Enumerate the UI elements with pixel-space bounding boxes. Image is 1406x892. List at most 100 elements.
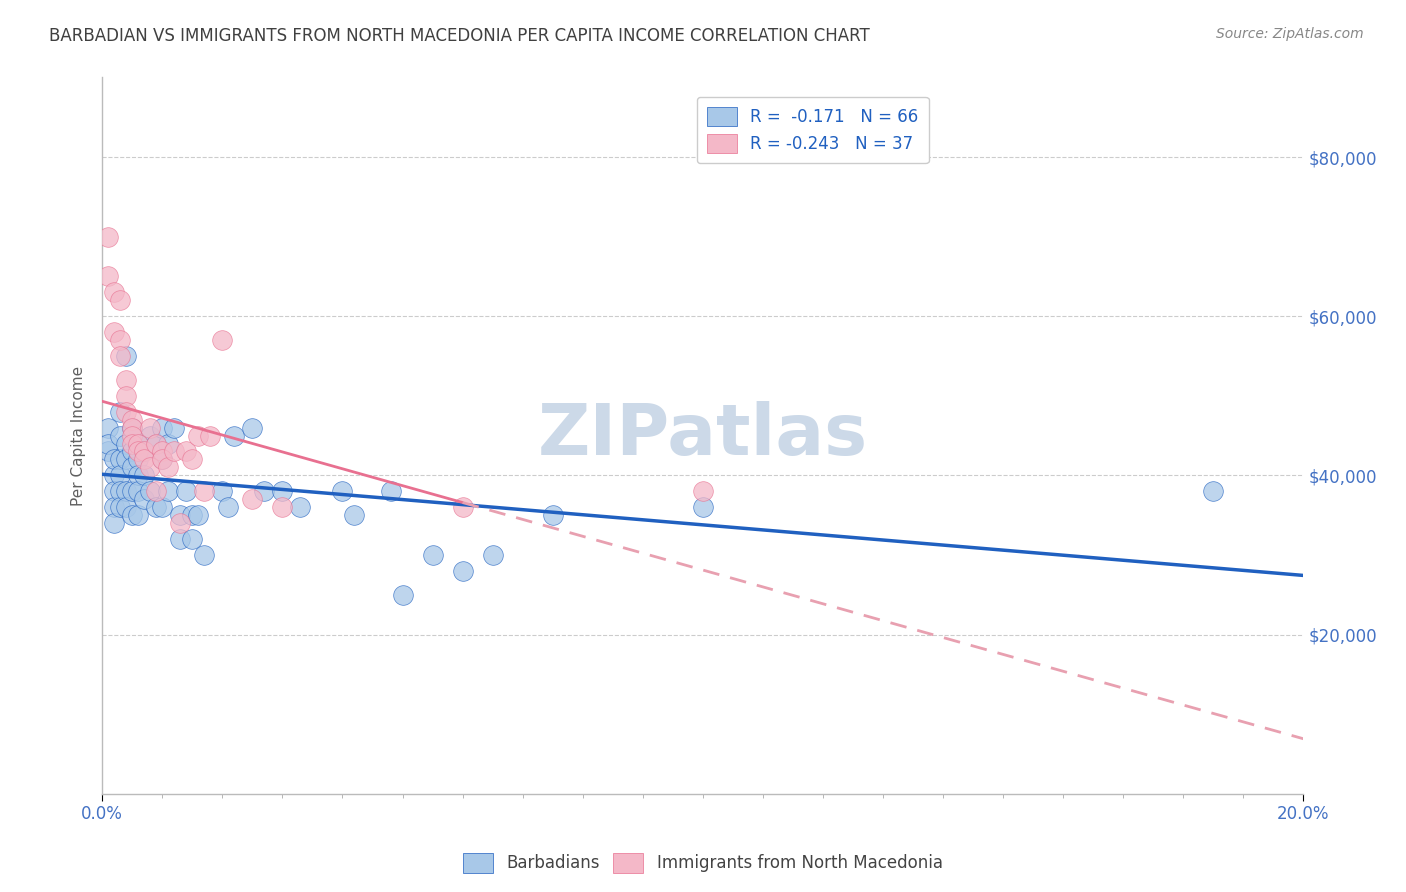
Point (422, 548, 444, 562)
Point (187, 508, 209, 523)
Point (121, 508, 143, 523)
Point (121, 444, 143, 458)
Point (134, 468, 156, 483)
Point (139, 484, 162, 499)
Text: ZIPatlas: ZIPatlas (537, 401, 868, 470)
Point (157, 436, 180, 450)
Point (134, 444, 156, 458)
Point (103, 325, 125, 339)
Point (110, 293, 132, 308)
Point (139, 428, 162, 442)
Point (97, 444, 120, 458)
Point (200, 428, 222, 442)
Point (115, 389, 138, 403)
Point (115, 452, 138, 467)
Point (380, 484, 402, 499)
Point (150, 444, 173, 458)
Point (187, 428, 209, 442)
Point (271, 484, 294, 499)
Point (541, 508, 564, 523)
Point (127, 484, 149, 499)
Point (121, 484, 143, 499)
Point (127, 436, 149, 450)
Point (193, 548, 215, 562)
Point (110, 484, 132, 499)
Point (121, 428, 143, 442)
Point (97, 269, 120, 284)
Point (193, 484, 215, 499)
Point (176, 444, 198, 458)
Point (115, 349, 138, 363)
Point (157, 460, 180, 475)
Point (145, 484, 167, 499)
Point (290, 500, 312, 515)
Point (163, 444, 186, 458)
Point (134, 452, 156, 467)
Point (110, 468, 132, 483)
Point (163, 420, 186, 434)
Point (103, 285, 125, 300)
Point (103, 452, 125, 467)
Point (217, 500, 239, 515)
Point (115, 436, 138, 450)
Point (150, 452, 173, 467)
Point (115, 500, 138, 515)
Legend: Barbadians, Immigrants from North Macedonia: Barbadians, Immigrants from North Macedo… (457, 847, 949, 880)
Point (115, 373, 138, 387)
Point (127, 444, 149, 458)
Point (343, 508, 366, 523)
Point (134, 444, 156, 458)
Point (103, 484, 125, 499)
Point (169, 508, 191, 523)
Point (150, 452, 173, 467)
Point (103, 500, 125, 515)
Point (110, 452, 132, 467)
Point (240, 492, 263, 507)
Point (211, 484, 233, 499)
Point (451, 500, 474, 515)
Point (121, 412, 143, 426)
Point (103, 516, 125, 530)
Point (110, 500, 132, 515)
Text: Source: ZipAtlas.com: Source: ZipAtlas.com (1216, 27, 1364, 41)
Point (110, 333, 132, 347)
Point (134, 492, 156, 507)
Point (169, 532, 191, 546)
Point (181, 532, 204, 546)
Point (115, 484, 138, 499)
Point (692, 500, 714, 515)
Point (97, 420, 120, 434)
Point (451, 564, 474, 578)
Point (211, 333, 233, 347)
Point (181, 452, 204, 467)
Text: BARBADIAN VS IMMIGRANTS FROM NORTH MACEDONIA PER CAPITA INCOME CORRELATION CHART: BARBADIAN VS IMMIGRANTS FROM NORTH MACED… (49, 27, 870, 45)
Point (127, 508, 149, 523)
Point (121, 420, 143, 434)
Point (121, 460, 143, 475)
Y-axis label: Per Capita Income: Per Capita Income (72, 366, 86, 506)
Point (157, 484, 180, 499)
Point (97, 229, 120, 244)
Point (145, 500, 167, 515)
Point (240, 420, 263, 434)
Point (127, 468, 149, 483)
Point (145, 436, 167, 450)
Point (115, 405, 138, 419)
Point (692, 484, 714, 499)
Point (139, 460, 162, 475)
Point (127, 436, 149, 450)
Point (139, 420, 162, 434)
Point (110, 405, 132, 419)
Point (176, 484, 198, 499)
Point (169, 516, 191, 530)
Legend: R =  -0.171   N = 66, R = -0.243   N = 37: R = -0.171 N = 66, R = -0.243 N = 37 (697, 96, 929, 163)
Point (271, 500, 294, 515)
Point (110, 349, 132, 363)
Point (121, 436, 143, 450)
Point (97, 436, 120, 450)
Point (224, 428, 246, 442)
Point (391, 588, 413, 602)
Point (1202, 484, 1225, 499)
Point (121, 420, 143, 434)
Point (332, 484, 354, 499)
